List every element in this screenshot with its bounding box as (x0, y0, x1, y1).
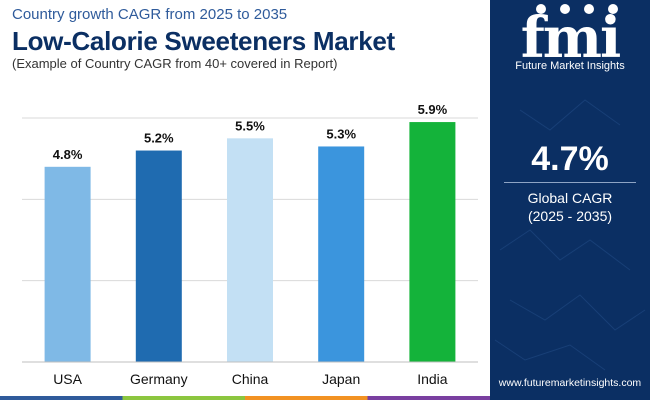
website-link[interactable]: www.futuremarketinsights.com (498, 377, 642, 389)
global-cagr-label: Global CAGR (527, 190, 613, 206)
global-cagr-years: (2025 - 2035) (527, 208, 613, 224)
bar-china (227, 138, 273, 362)
divider (504, 182, 636, 183)
logo-dot-icon (608, 4, 618, 14)
category-label: USA (53, 371, 82, 387)
category-label: Japan (322, 371, 360, 387)
strip-segment (490, 396, 650, 400)
logo-subtitle: Future Market Insights (515, 60, 625, 72)
summary-panel: fmi Future Market Insights 4.7% Global C… (490, 0, 650, 400)
data-label: 5.9% (418, 102, 448, 117)
chart-note: (Example of Country CAGR from 40+ covere… (12, 56, 338, 71)
fmi-logo: fmi (520, 5, 622, 71)
strip-segment (0, 396, 123, 400)
bar-chart: 4.8% USA 5.2% Germany 5.5% China 5.3% Japan 5.9%… (22, 102, 478, 387)
bar-germany (135, 150, 182, 362)
chart-subtitle: Country growth CAGR from 2025 to 2035 (12, 6, 288, 23)
strip-segment (122, 396, 245, 400)
bottom-color-strip (0, 396, 650, 400)
category-label: China (232, 371, 269, 387)
chart-title: Low-Calorie Sweeteners Market (12, 26, 395, 56)
logo-icons (522, 4, 622, 18)
data-label: 4.8% (53, 147, 83, 162)
category-label: India (417, 371, 448, 387)
data-label: 5.5% (235, 118, 265, 133)
data-label: 5.3% (326, 126, 356, 141)
logo-dot-icon (560, 4, 570, 14)
chart-panel: 4.8% USA 5.2% Germany 5.5% China 5.3% Japan 5.9%… (12, 6, 478, 387)
strip-segment (245, 396, 368, 400)
logo-dot-icon (584, 4, 594, 14)
category-label: Germany (130, 371, 188, 387)
background-pattern (494, 99, 646, 371)
logo-dot-icon (536, 4, 546, 14)
strip-segment (367, 396, 490, 400)
bar-usa (44, 166, 91, 362)
bar-india (409, 122, 456, 362)
data-label: 5.2% (144, 131, 174, 146)
global-cagr-value: 4.7% (531, 140, 609, 178)
bar-japan (318, 146, 365, 362)
